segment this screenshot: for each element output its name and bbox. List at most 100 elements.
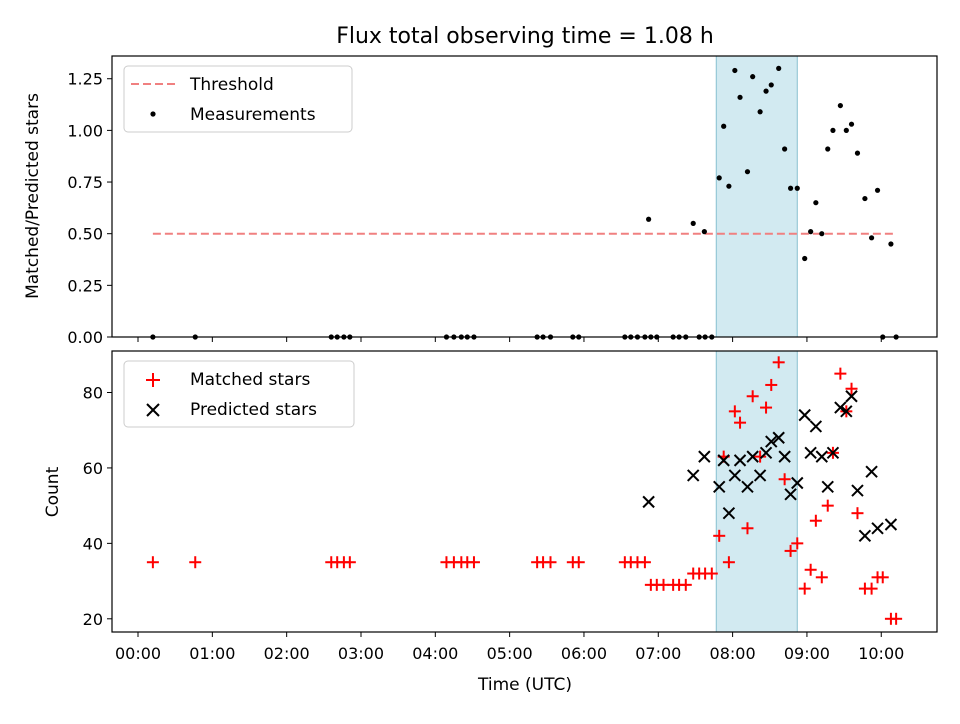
measurement-point: [768, 82, 774, 88]
matched-star-point: [189, 556, 202, 569]
predicted-star-point: [722, 506, 736, 520]
measurement-point: [837, 102, 843, 109]
measurement-point: [868, 235, 875, 241]
matched-star-point: [791, 537, 804, 550]
top-plot-frame: [111, 55, 938, 338]
matched-star-point: [798, 582, 811, 595]
matched-stars-series: [146, 356, 903, 625]
measurement-point: [776, 65, 782, 71]
predicted-star-point: [784, 488, 797, 501]
measurement-point: [744, 169, 751, 175]
predicted-star-point: [840, 405, 853, 418]
predicted-stars-series: [642, 390, 898, 543]
top-y-tick-label: 0.25: [67, 276, 103, 295]
bottom-y-tick-label: 80: [83, 383, 103, 402]
predicted-star-point: [642, 495, 655, 509]
matched-star-point: [778, 473, 791, 486]
measurement-point: [716, 175, 722, 181]
bottom-x-axis: 00:00 01:00 02:00 03:00 04:00 05:00 06:00 07:00…: [115, 632, 904, 663]
measurement-point: [813, 200, 819, 206]
x-tick-label: 07:00: [635, 644, 681, 663]
top-y-tick-label: 1.25: [67, 70, 103, 89]
predicted-star-point: [851, 484, 864, 497]
bottom-legend: Matched stars Predicted stars: [123, 360, 355, 428]
top-highlight-span: [715, 55, 798, 338]
legend-matched-swatch: [146, 373, 160, 387]
measurement-point: [862, 195, 868, 202]
bottom-plot-frame: [111, 350, 938, 633]
bottom-y-axis: 20 40 60 80: [83, 383, 112, 629]
top-x-axis: [137, 337, 882, 342]
matched-star-point: [784, 544, 797, 557]
matched-star-point: [876, 571, 889, 584]
measurement-point: [794, 185, 800, 191]
predicted-star-point: [741, 480, 754, 493]
matched-star-point: [851, 507, 864, 520]
measurement-point: [763, 88, 769, 94]
matched-star-point: [746, 390, 759, 403]
x-tick-label: 06:00: [561, 644, 607, 663]
matched-star-point: [713, 529, 726, 542]
measurement-point: [721, 123, 727, 129]
legend-measurements-label: Measurements: [190, 105, 316, 125]
measurement-point: [888, 241, 894, 247]
matched-star-point: [679, 578, 692, 591]
measurement-point: [646, 216, 652, 222]
measurement-point: [808, 229, 814, 235]
measurement-point: [843, 127, 849, 133]
top-y-tick-label: 0.00: [67, 328, 103, 347]
predicted-star-point: [728, 469, 742, 482]
measurement-point: [750, 74, 756, 80]
measurement-point: [802, 255, 808, 262]
matched-star-point: [638, 556, 651, 569]
matched-star-point: [146, 556, 159, 569]
matched-star-point: [544, 556, 557, 569]
predicted-star-point: [753, 469, 767, 482]
measurement-point: [757, 109, 763, 115]
predicted-star-point: [845, 390, 858, 403]
matched-star-point: [865, 582, 878, 595]
predicted-star-point: [778, 450, 791, 463]
measurement-point: [848, 121, 855, 127]
matched-star-point: [343, 556, 356, 569]
predicted-star-point: [765, 435, 778, 448]
matched-star-point: [815, 571, 828, 584]
predicted-star-point: [804, 446, 817, 460]
top-y-axis: 0.00 0.25 0.50 0.75 1.00 1.25: [67, 70, 112, 347]
predicted-star-point: [733, 454, 747, 467]
matched-star-point: [765, 378, 778, 391]
matched-star-point: [467, 556, 480, 569]
predicted-star-point: [772, 431, 785, 444]
measurement-point: [732, 67, 738, 74]
matched-star-point: [845, 382, 858, 395]
matched-star-point: [705, 567, 718, 580]
chart-title: Flux total observing time = 1.08 h: [336, 24, 714, 49]
legend-predicted-swatch: [146, 403, 160, 417]
bottom-y-tick-label: 40: [83, 534, 103, 553]
x-axis-label: Time (UTC): [477, 675, 572, 695]
predicted-star-point: [746, 450, 759, 463]
legend-measurements-swatch: [150, 111, 156, 117]
top-legend: Threshold Measurements: [123, 65, 353, 133]
matched-star-point: [722, 556, 735, 569]
predicted-star-point: [791, 476, 804, 490]
measurement-point: [830, 127, 836, 133]
measurement-point: [787, 185, 794, 191]
bottom-highlight-span: [715, 350, 798, 633]
matched-star-point: [760, 401, 773, 414]
bottom-y-tick-label: 60: [83, 459, 103, 478]
predicted-star-point: [834, 401, 847, 414]
predicted-star-point: [809, 420, 823, 433]
predicted-star-point: [884, 518, 898, 531]
x-tick-label: 04:00: [412, 644, 458, 663]
x-tick-label: 02:00: [264, 644, 310, 663]
x-tick-label: 01:00: [189, 644, 235, 663]
measurement-point: [782, 146, 788, 152]
predicted-star-point: [826, 446, 840, 460]
measurement-point: [819, 231, 825, 237]
matched-star-point: [821, 499, 834, 512]
predicted-star-point: [713, 480, 726, 493]
x-tick-label: 03:00: [338, 644, 384, 663]
predicted-star-point: [858, 529, 872, 543]
measurement-point: [854, 150, 861, 156]
